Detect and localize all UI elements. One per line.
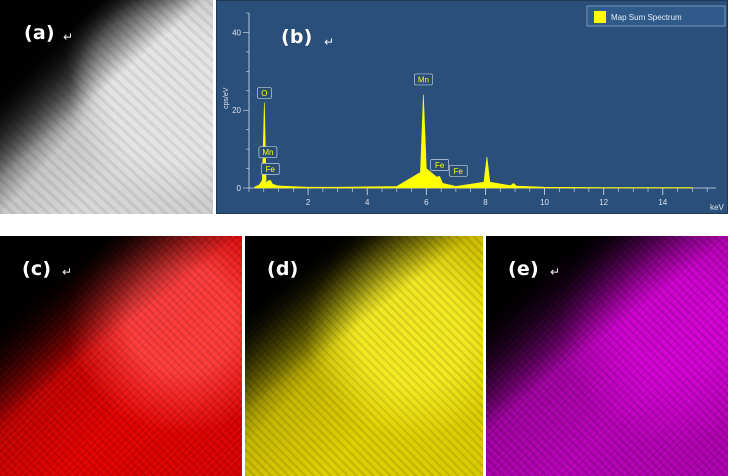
peak-label: Fe bbox=[448, 164, 468, 177]
spectrum-chart: Map Sum Spectrum 2 4 6 8 10 12 14 0 20 40 O Mn Fe Mn… bbox=[217, 1, 727, 213]
x-tick-label: 2 bbox=[306, 198, 311, 207]
legend-label: Map Sum Spectrum bbox=[611, 13, 682, 22]
return-mark-c: ↵ bbox=[62, 265, 73, 279]
yellow-element-map-panel: (d) bbox=[245, 236, 483, 476]
y-tick-label: 0 bbox=[237, 184, 242, 193]
return-mark-e: ↵ bbox=[550, 265, 561, 279]
peak-label: Fe bbox=[430, 159, 449, 171]
panel-label-c: (c) bbox=[22, 258, 52, 280]
peak-label: Fe bbox=[260, 163, 280, 175]
peak-label-text: Mn bbox=[262, 148, 273, 157]
red-element-map-panel: (c) ↵ bbox=[0, 236, 242, 476]
peak-label-box bbox=[448, 164, 468, 177]
return-mark-a: ↵ bbox=[63, 30, 74, 44]
spectrum-series bbox=[254, 94, 693, 189]
x-tick-label: 12 bbox=[599, 198, 608, 207]
panel-label-e: (e) bbox=[508, 258, 539, 280]
panel-label-b: (b) bbox=[281, 26, 313, 48]
peak-label-text: Fe bbox=[266, 165, 276, 174]
peak-label-box bbox=[430, 159, 449, 171]
peak-label-box bbox=[260, 163, 280, 175]
peak-label-text: Mn bbox=[418, 75, 429, 84]
peak-label-box bbox=[414, 73, 433, 86]
x-tick-label: 10 bbox=[540, 198, 549, 207]
return-mark-b: ↵ bbox=[324, 35, 335, 49]
peak-label-box bbox=[258, 146, 278, 159]
spectrum-panel: (b) ↵ Map Sum Spectrum 2 4 6 8 10 12 14 0 20 40 O… bbox=[216, 0, 728, 214]
peak-label-text: Fe bbox=[454, 167, 464, 176]
peak-label-text: Fe bbox=[435, 161, 445, 170]
peak-label-box bbox=[257, 87, 272, 99]
spectrum-area bbox=[254, 94, 693, 189]
legend: Map Sum Spectrum bbox=[586, 5, 726, 27]
y-axis-label: cps/eV bbox=[223, 87, 230, 109]
panel-label-a: (a) bbox=[24, 22, 55, 44]
magenta-element-map-panel: (e) ↵ bbox=[486, 236, 728, 476]
electron-image-panel: (a) ↵ bbox=[0, 0, 213, 214]
peak-label: Mn bbox=[414, 73, 433, 86]
spectrum-background bbox=[217, 1, 727, 213]
x-tick-label: 6 bbox=[424, 198, 429, 207]
peak-label: O bbox=[257, 87, 272, 99]
x-tick-label: 14 bbox=[658, 198, 667, 207]
peak-annotations: O Mn Fe Mn Fe Fe bbox=[257, 73, 468, 177]
panel-label-d: (d) bbox=[267, 258, 299, 280]
x-tick-label: 8 bbox=[483, 198, 488, 207]
x-tick-label: 4 bbox=[365, 198, 370, 207]
y-tick-label: 20 bbox=[232, 106, 241, 115]
peak-label-text: O bbox=[261, 89, 267, 98]
y-tick-label: 40 bbox=[232, 28, 241, 37]
legend-box bbox=[586, 5, 726, 27]
peak-label: Mn bbox=[258, 146, 278, 159]
legend-swatch bbox=[594, 11, 606, 23]
x-axis-label: keV bbox=[710, 203, 724, 212]
